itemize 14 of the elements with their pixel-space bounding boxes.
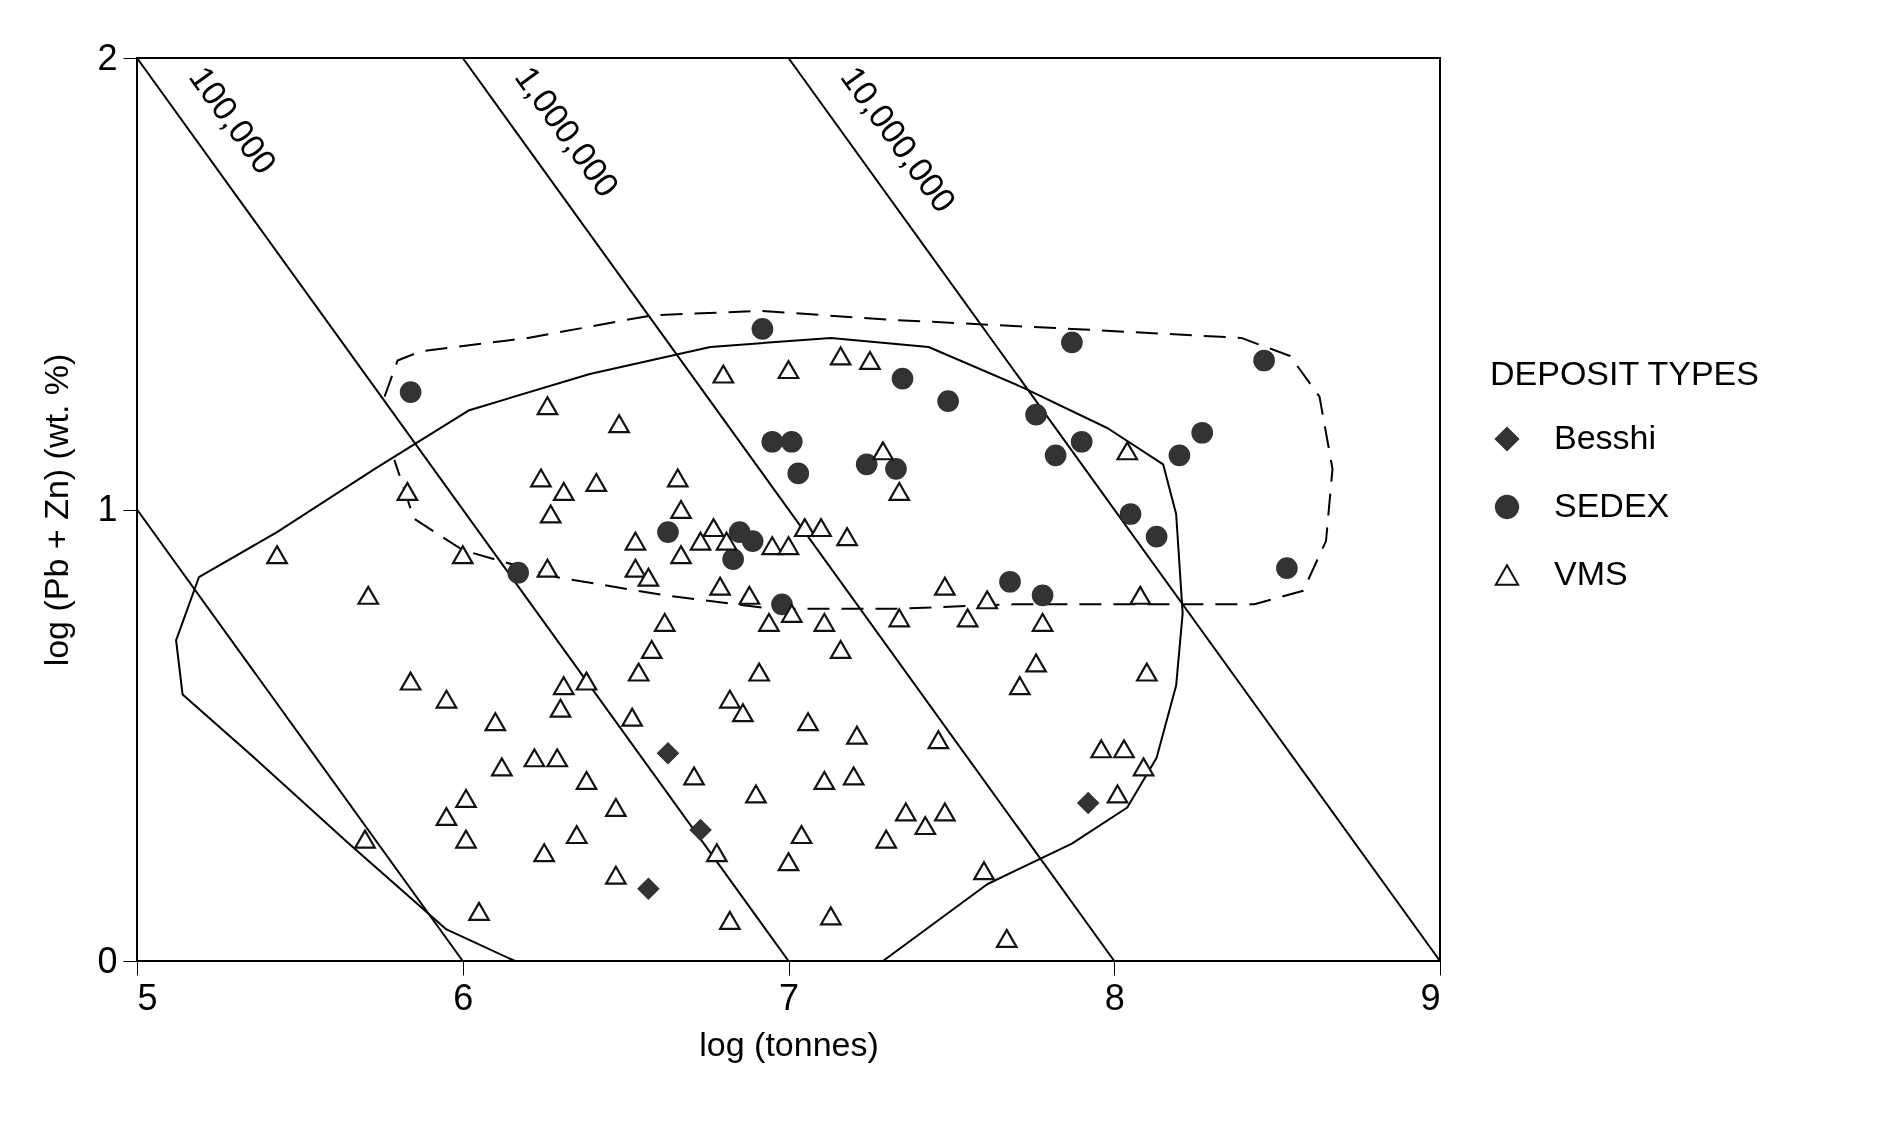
y-axis-title: log (Pb + Zn) (wt. %): [37, 353, 76, 667]
x-tick-label: 9: [1420, 976, 1441, 1018]
x-tick-label: 8: [1104, 976, 1125, 1018]
legend-label: VMS: [1554, 554, 1628, 592]
x-tick-label: 7: [778, 976, 800, 1018]
x-tick-label: 6: [453, 976, 474, 1018]
legend-label: SEDEX: [1554, 486, 1670, 524]
legend-title: DEPOSIT TYPES: [1490, 354, 1759, 392]
y-tick-label: 2: [97, 36, 118, 78]
y-tick-label: 1: [97, 488, 118, 529]
x-axis-title: log (tonnes): [699, 1024, 879, 1063]
x-tick-label: 5: [137, 976, 158, 1018]
legend-label: Besshi: [1554, 418, 1657, 456]
y-tick-label: 0: [97, 939, 118, 981]
